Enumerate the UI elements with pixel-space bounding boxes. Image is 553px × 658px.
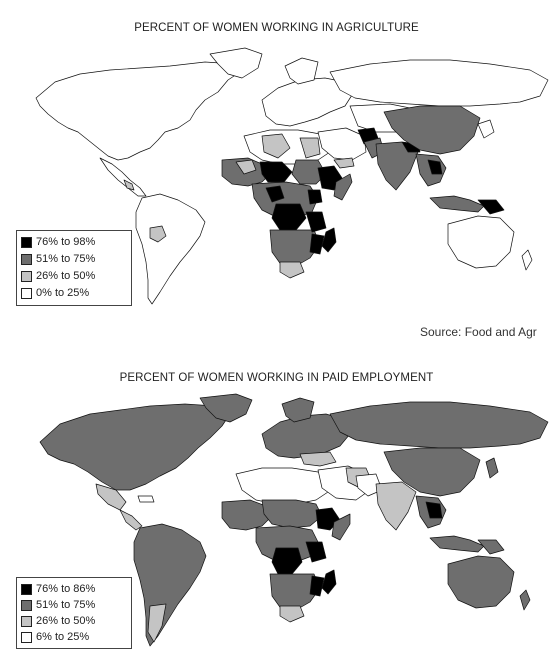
- region-guatemala-area: [123, 179, 135, 191]
- legend-item: 76% to 86%: [21, 581, 125, 597]
- swatch-black: [21, 583, 32, 595]
- swatch-light-gray: [21, 615, 32, 627]
- legend-item: 51% to 75%: [21, 251, 125, 268]
- region-greenland: [199, 393, 253, 423]
- region-north-africa: [235, 467, 335, 505]
- region-papua: [477, 539, 505, 555]
- region-argentina: [147, 603, 167, 643]
- region-north-america: [39, 403, 231, 491]
- region-scandinavia: [281, 397, 315, 423]
- region-bolivia: [149, 225, 167, 243]
- region-middle-east: [317, 127, 367, 161]
- region-central-america: [99, 157, 147, 197]
- world-map-agriculture: [35, 47, 549, 305]
- region-southern-africa: [269, 229, 321, 267]
- region-tanzania-black: [305, 211, 327, 233]
- region-indochina-black: [425, 501, 443, 519]
- region-egypt-area: [299, 137, 321, 159]
- region-laos-cambodia: [427, 159, 443, 175]
- region-mali-gray: [235, 159, 257, 175]
- region-china: [383, 105, 481, 155]
- region-mozambique: [309, 233, 325, 255]
- region-south-america: [135, 193, 206, 305]
- legend-item: 51% to 75%: [21, 597, 125, 613]
- region-australia: [447, 555, 515, 609]
- region-somalia: [331, 513, 351, 541]
- region-china: [383, 447, 481, 497]
- legend-label: 76% to 86%: [36, 583, 96, 595]
- region-somalia: [333, 173, 353, 201]
- swatch-white: [21, 288, 32, 299]
- legend-paid-employment: 76% to 86% 51% to 75% 26% to 50% 6% to 2…: [16, 577, 132, 649]
- region-india: [375, 481, 417, 531]
- legend-label: 6% to 25%: [36, 631, 90, 643]
- map-title-agriculture: PERCENT OF WOMEN WORKING IN AGRICULTURE: [134, 22, 419, 34]
- legend-label: 26% to 50%: [36, 270, 96, 282]
- legend-item: 26% to 50%: [21, 613, 125, 629]
- swatch-light-gray: [21, 271, 32, 282]
- region-papua: [477, 199, 505, 215]
- legend-item: 6% to 25%: [21, 629, 125, 645]
- legend-label: 76% to 98%: [36, 236, 96, 248]
- region-greenland: [209, 47, 263, 79]
- legend-label: 0% to 25%: [36, 287, 90, 299]
- region-caribbean: [137, 495, 155, 503]
- region-central-america: [119, 509, 143, 531]
- region-southern-africa: [269, 573, 321, 611]
- legend-label: 51% to 75%: [36, 599, 96, 611]
- region-south-africa: [279, 261, 305, 279]
- region-korea-japan: [477, 119, 495, 139]
- legend-label: 26% to 50%: [36, 615, 96, 627]
- region-indonesia: [429, 535, 485, 553]
- region-east-africa-black: [305, 541, 327, 563]
- region-uganda-black: [307, 189, 323, 205]
- legend-item: 76% to 98%: [21, 234, 125, 251]
- region-new-zealand: [519, 589, 531, 611]
- swatch-white: [21, 631, 32, 643]
- region-japan: [485, 457, 499, 479]
- legend-label: 51% to 75%: [36, 253, 96, 265]
- region-sahel: [261, 499, 323, 529]
- region-russia: [329, 401, 549, 449]
- map-title-paid-employment: PERCENT OF WOMEN WORKING IN PAID EMPLOYM…: [119, 372, 434, 384]
- swatch-dark-gray: [21, 254, 32, 265]
- region-yemen: [333, 157, 355, 169]
- region-madagascar: [321, 227, 337, 253]
- region-australia: [447, 215, 515, 269]
- region-south-america: [133, 523, 207, 647]
- region-algeria-libya: [261, 133, 291, 159]
- region-drc-black: [271, 547, 303, 575]
- region-north-america: [35, 61, 241, 161]
- region-scandinavia: [284, 57, 319, 85]
- region-indonesia: [429, 195, 485, 213]
- region-new-zealand: [521, 249, 533, 271]
- legend-agriculture: 76% to 98% 51% to 75% 26% to 50% 0% to 2…: [16, 230, 132, 306]
- swatch-dark-gray: [21, 599, 32, 611]
- region-sudan: [291, 159, 327, 185]
- source-credit: Source: Food and Agr: [420, 325, 537, 339]
- region-mozambique: [309, 575, 325, 597]
- region-madagascar: [321, 569, 337, 595]
- region-turkey-balkans: [299, 451, 337, 467]
- legend-item: 26% to 50%: [21, 268, 125, 285]
- region-pakistan-afghan: [355, 473, 383, 497]
- region-russia: [329, 59, 549, 107]
- world-map-paid-employment: [39, 393, 549, 647]
- region-central-africa: [255, 525, 319, 563]
- region-drc-black: [271, 203, 307, 231]
- region-cameroon-area: [265, 185, 285, 203]
- swatch-black: [21, 237, 32, 248]
- region-south-africa: [279, 605, 305, 623]
- legend-item: 0% to 25%: [21, 285, 125, 302]
- region-west-africa: [221, 499, 271, 531]
